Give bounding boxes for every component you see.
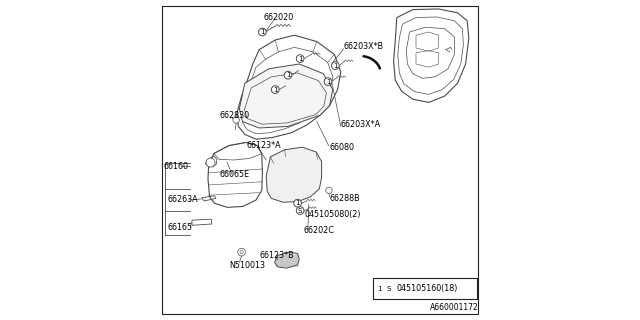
Circle shape	[324, 78, 332, 85]
Circle shape	[326, 187, 332, 194]
Circle shape	[375, 284, 384, 293]
Text: 66080: 66080	[330, 143, 355, 152]
Bar	[372, 278, 477, 299]
Text: 66202C: 66202C	[304, 226, 335, 235]
Text: 66160: 66160	[163, 162, 188, 171]
Circle shape	[384, 284, 393, 293]
Polygon shape	[266, 147, 322, 202]
Text: 66065E: 66065E	[219, 170, 250, 179]
Circle shape	[271, 86, 279, 93]
Text: 66165: 66165	[168, 223, 193, 232]
Text: 045105160(18): 045105160(18)	[397, 284, 458, 293]
Text: 66123*A: 66123*A	[246, 141, 281, 150]
Text: 66203X*A: 66203X*A	[340, 120, 381, 129]
Text: N510013: N510013	[229, 261, 265, 270]
Circle shape	[233, 117, 239, 123]
Text: 1: 1	[377, 286, 381, 292]
Circle shape	[206, 158, 215, 167]
Text: 1: 1	[295, 200, 300, 206]
Circle shape	[294, 199, 301, 207]
Text: 66288B: 66288B	[330, 194, 360, 203]
Text: 66123*B: 66123*B	[259, 252, 294, 260]
Text: S: S	[387, 286, 391, 292]
Polygon shape	[239, 64, 333, 128]
Circle shape	[240, 251, 243, 254]
Text: 66263A: 66263A	[168, 196, 198, 204]
Text: 662830: 662830	[219, 111, 250, 120]
Circle shape	[296, 55, 304, 62]
Text: 1: 1	[260, 29, 265, 35]
Text: 1: 1	[273, 87, 278, 92]
Circle shape	[296, 207, 304, 214]
Circle shape	[238, 248, 246, 256]
Circle shape	[284, 71, 292, 79]
Text: A660001172: A660001172	[430, 303, 479, 312]
Polygon shape	[275, 252, 300, 268]
Text: 66203X*B: 66203X*B	[344, 42, 384, 51]
Text: 1: 1	[326, 79, 330, 84]
Text: 1: 1	[285, 72, 291, 78]
Text: 045105080(2): 045105080(2)	[305, 210, 361, 219]
Text: 662020: 662020	[264, 13, 294, 22]
Text: S: S	[298, 208, 302, 213]
Circle shape	[259, 28, 266, 36]
Text: 1: 1	[298, 56, 303, 61]
Circle shape	[332, 62, 339, 69]
Text: 1: 1	[333, 63, 338, 68]
